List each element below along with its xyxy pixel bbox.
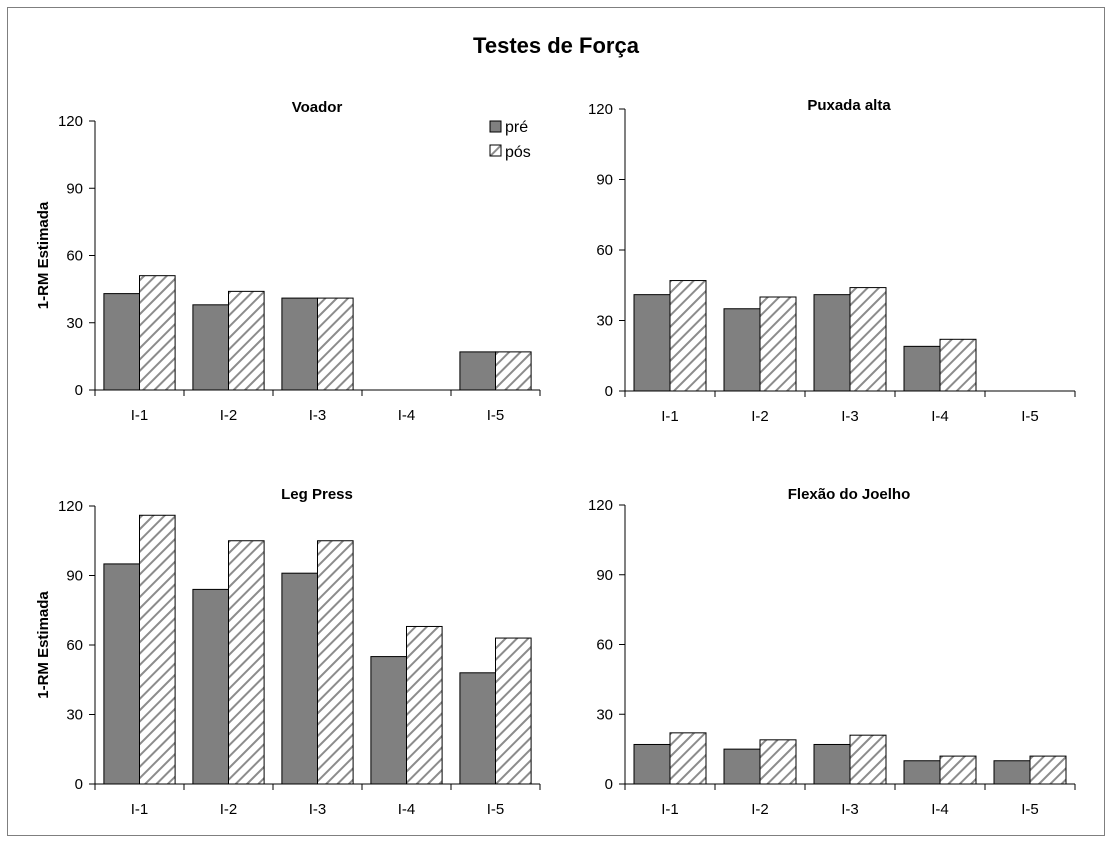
y-tick-label: 60 [596,242,613,259]
bar-pos-I-4 [939,755,977,785]
x-tick-label: I-4 [931,408,949,425]
legend: pré pós [489,119,531,161]
y-tick-label: 30 [66,707,83,724]
x-tick-label: I-1 [131,407,149,424]
bar-pre-I-3 [813,294,851,392]
y-tick-label: 90 [66,568,83,585]
y-tick-label: 30 [66,315,83,332]
bar-pos-I-5 [1029,755,1067,785]
bar-pre-I-1 [633,743,671,785]
bar-pre-I-1 [103,293,140,391]
bar-pos-I-3 [317,540,354,785]
y-tick-label: 120 [58,113,83,130]
y-tick-label: 60 [66,637,83,654]
bar-pre-I-1 [633,294,671,392]
y-axis-label: 1-RM Estimada [35,591,52,699]
bar-pre-I-5 [459,672,496,785]
x-tick-label: I-4 [398,801,416,818]
bar-pre-I-3 [281,572,318,785]
y-tick-label: 0 [605,776,613,793]
panel-title: Leg Press [281,486,353,503]
x-tick-label: I-2 [751,801,769,818]
x-tick-label: I-3 [309,801,327,818]
figure-title: Testes de Força [473,33,640,58]
bar-pre-I-2 [723,308,761,392]
x-tick-label: I-3 [309,407,327,424]
bar-pos-I-5 [495,637,532,785]
bar-pre-I-1 [103,563,140,785]
y-tick-label: 120 [588,101,613,118]
x-tick-label: I-5 [487,407,505,424]
bar-pre-I-4 [903,345,941,392]
panel-3: Flexão do Joelho 0 30 60 90 120 I-1 I-2 I-3 I-4 I-… [588,486,1076,818]
bar-pre-I-2 [192,304,229,391]
y-axis-label: 1-RM Estimada [35,201,52,309]
x-tick-label: I-5 [1021,408,1039,425]
panel-0: Voador 1-RM Estimada 0 30 60 90 120 I-1 I-2 I-3 I-… [35,99,541,424]
x-tick-label: I-1 [661,801,679,818]
bar-pre-I-3 [813,743,851,785]
bar-pos-I-4 [939,338,977,392]
bar-pos-I-2 [759,296,797,392]
panel-title: Voador [292,99,343,116]
x-tick-label: I-3 [841,408,859,425]
x-tick-label: I-2 [220,801,238,818]
legend-label-pos: pós [505,144,531,161]
bar-pos-I-5 [495,351,532,391]
x-tick-label: I-3 [841,801,859,818]
panel-title: Puxada alta [807,97,891,114]
x-tick-label: I-5 [1021,801,1039,818]
y-tick-label: 30 [596,313,613,330]
legend-swatch-pos [489,144,502,157]
bar-pre-I-2 [723,748,761,785]
y-tick-label: 90 [596,172,613,189]
x-tick-label: I-4 [931,801,949,818]
chart-panels: Voador 1-RM Estimada 0 30 60 90 120 I-1 I-2 I-3 I-… [35,97,1076,818]
legend-swatch-pre [489,120,502,133]
x-tick-label: I-1 [131,801,149,818]
x-tick-label: I-1 [661,408,679,425]
y-tick-label: 120 [58,498,83,515]
y-tick-label: 90 [66,180,83,197]
y-tick-label: 60 [66,248,83,265]
bar-pos-I-3 [849,734,887,785]
x-tick-label: I-2 [751,408,769,425]
y-tick-label: 0 [75,382,83,399]
bar-pos-I-2 [228,540,265,785]
bar-pos-I-1 [669,732,707,785]
bar-pre-I-4 [370,656,407,785]
chart-frame [7,7,1105,836]
bar-pre-I-5 [459,351,496,391]
legend-label-pre: pré [505,119,528,136]
bar-pos-I-2 [759,739,797,785]
y-tick-label: 90 [596,567,613,584]
bar-pos-I-4 [406,625,443,785]
bar-pre-I-4 [903,760,941,785]
bar-pos-I-3 [849,287,887,392]
bar-pos-I-1 [139,514,176,785]
y-tick-label: 120 [588,497,613,514]
x-tick-label: I-2 [220,407,238,424]
bar-pre-I-5 [993,760,1031,785]
panel-2: Leg Press 1-RM Estimada 0 30 60 90 120 I-1 I-2 I-… [35,486,541,818]
y-tick-label: 0 [605,383,613,400]
bar-pos-I-1 [669,280,707,392]
x-tick-label: I-4 [398,407,416,424]
bar-pos-I-3 [317,297,354,391]
bar-pos-I-1 [139,275,176,391]
x-tick-label: I-5 [487,801,505,818]
bar-pre-I-2 [192,588,229,785]
y-tick-label: 60 [596,637,613,654]
bar-pos-I-2 [228,290,265,391]
y-tick-label: 30 [596,706,613,723]
panel-1: Puxada alta 0 30 60 90 120 I-1 I-2 I-3 I-4 I-5 [588,97,1076,425]
bar-pre-I-3 [281,297,318,391]
y-tick-label: 0 [75,776,83,793]
panel-title: Flexão do Joelho [788,486,911,503]
